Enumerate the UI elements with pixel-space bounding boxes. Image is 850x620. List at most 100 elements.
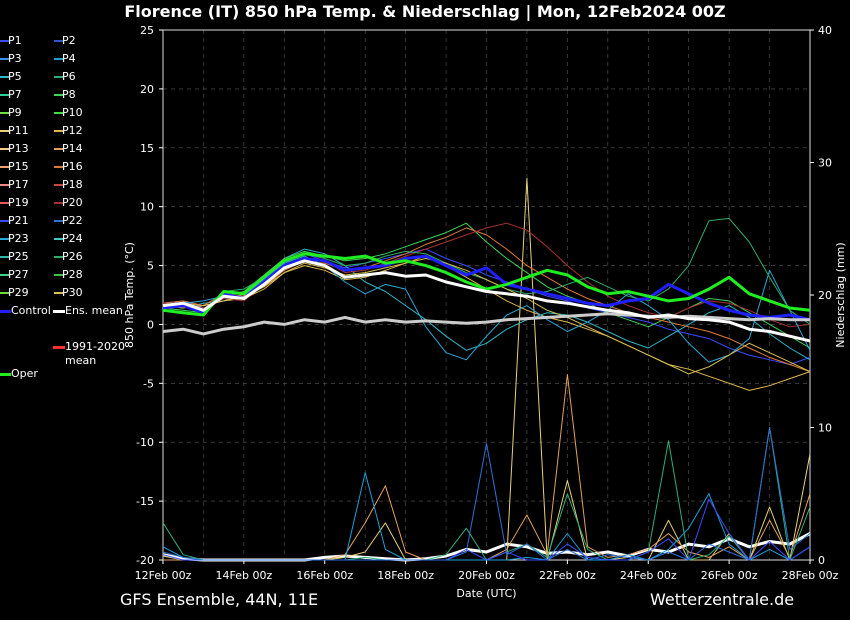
legend-label: P5 [8,70,22,83]
legend-swatch [0,166,9,168]
temp-line-control [162,254,811,322]
legend-label: P11 [8,124,29,137]
legend-label: P4 [62,52,76,65]
x-tick-label: 14Feb 00z [216,569,273,582]
legend-swatch [0,256,9,258]
legend-label: P16 [62,160,83,173]
legend-label: P29 [8,286,29,299]
y-tick-label-right: 40 [818,24,832,37]
y-tick-label-left: 15 [140,142,154,155]
legend-swatch [54,184,63,186]
legend-label: P6 [62,70,76,83]
legend-label: P24 [62,232,83,245]
legend-label: P2 [62,34,76,47]
y-tick-label-right: 20 [818,289,832,302]
legend-label: P14 [62,142,83,155]
y-tick-label-left: -20 [136,554,154,567]
temp-line-p30 [162,258,811,375]
legend-swatch [0,274,9,276]
legend-label: P23 [8,232,29,245]
x-axis-title: Date (UTC) [456,587,516,600]
legend-swatch [54,274,63,276]
temp-line-1991-2020-mean [162,312,810,336]
x-tick-label: 12Feb 00z [135,569,192,582]
y-axis-title-left: 850 hPa Temp. (°C) [123,242,136,348]
x-tick-label: 18Feb 00z [377,569,434,582]
legend-swatch [54,76,63,78]
legend-label: P18 [62,178,83,191]
y-tick-label-left: 20 [140,83,154,96]
site-caption: Wetterzentrale.de [650,590,795,609]
legend-label: P27 [8,268,29,281]
series-layer [162,177,811,562]
legend-swatch [0,310,11,313]
y-tick-label-left: 0 [147,318,154,331]
legend-label: P10 [62,106,83,119]
y-tick-label-left: -15 [136,495,154,508]
legend-swatch [54,220,63,222]
legend-label: P12 [62,124,83,137]
legend-swatch [0,373,11,376]
y-tick-label-left: -5 [143,377,154,390]
label-layer: 25 20 15 10 5 0 -5 -10 -15 -20 40 30 20 10 0 12Feb 00z 1… [123,24,847,600]
chart-title: Florence (IT) 850 hPa Temp. & Niederschl… [124,2,726,21]
legend-label: P19 [8,196,29,209]
legend-label: P30 [62,286,83,299]
legend-label: P26 [62,250,83,263]
legend-swatch [54,148,63,150]
legend-swatch [0,220,9,222]
legend-label: Ens. mean [65,304,123,317]
legend-swatch [0,148,9,150]
legend-swatch [53,310,65,313]
x-tick-label: 16Feb 00z [296,569,353,582]
legend-label: P13 [8,142,29,155]
legend-swatch [54,238,63,240]
legend-label: P21 [8,214,29,227]
y-tick-label-left: 5 [147,260,154,273]
legend-swatch [54,256,63,258]
legend-swatch [0,94,9,96]
legend-label: Control [11,304,51,317]
x-tick-label: 22Feb 00z [539,569,596,582]
legend-swatch [54,112,63,114]
legend-swatch [0,58,9,60]
y-tick-label-right: 10 [818,422,832,435]
x-tick-label: 20Feb 00z [458,569,515,582]
legend-label: P9 [8,106,22,119]
y-tick-label-left: 25 [140,24,154,37]
legend-swatch [54,166,63,168]
temp-line-p16 [162,227,811,373]
legend-swatch [54,40,63,42]
grid-layer [162,29,811,561]
y-tick-label-right: 0 [818,554,825,567]
legend-label: Oper [11,367,38,380]
legend-label: P8 [62,88,76,101]
legend-swatch [54,94,63,96]
model-caption: GFS Ensemble, 44N, 11E [120,590,319,609]
precip-line-p4 [162,472,811,561]
legend-swatch [0,130,9,132]
legend-swatch [0,202,9,204]
legend-label: P25 [8,250,29,263]
legend-label: P15 [8,160,29,173]
x-tick-label: 28Feb 00z [782,569,839,582]
x-tick-label: 26Feb 00z [701,569,758,582]
temp-line-p1 [162,248,811,365]
legend-label: P3 [8,52,22,65]
legend-label: 1991-2020 mean [65,340,125,367]
x-tick-label: 24Feb 00z [620,569,677,582]
y-axis-title-right: Niederschlag (mm) [834,242,847,347]
precip-line-p14 [163,374,811,561]
legend-swatch [53,346,65,349]
y-tick-label-left: 10 [140,201,154,214]
legend-label: P1 [8,34,22,47]
legend-swatch [54,202,63,204]
legend-label: P28 [62,268,83,281]
legend-swatch [0,40,9,42]
temp-line-oper [162,252,811,317]
legend-label: P20 [62,196,83,209]
legend-swatch [0,238,9,240]
legend-label: P17 [8,178,29,191]
legend-swatch [54,292,63,294]
